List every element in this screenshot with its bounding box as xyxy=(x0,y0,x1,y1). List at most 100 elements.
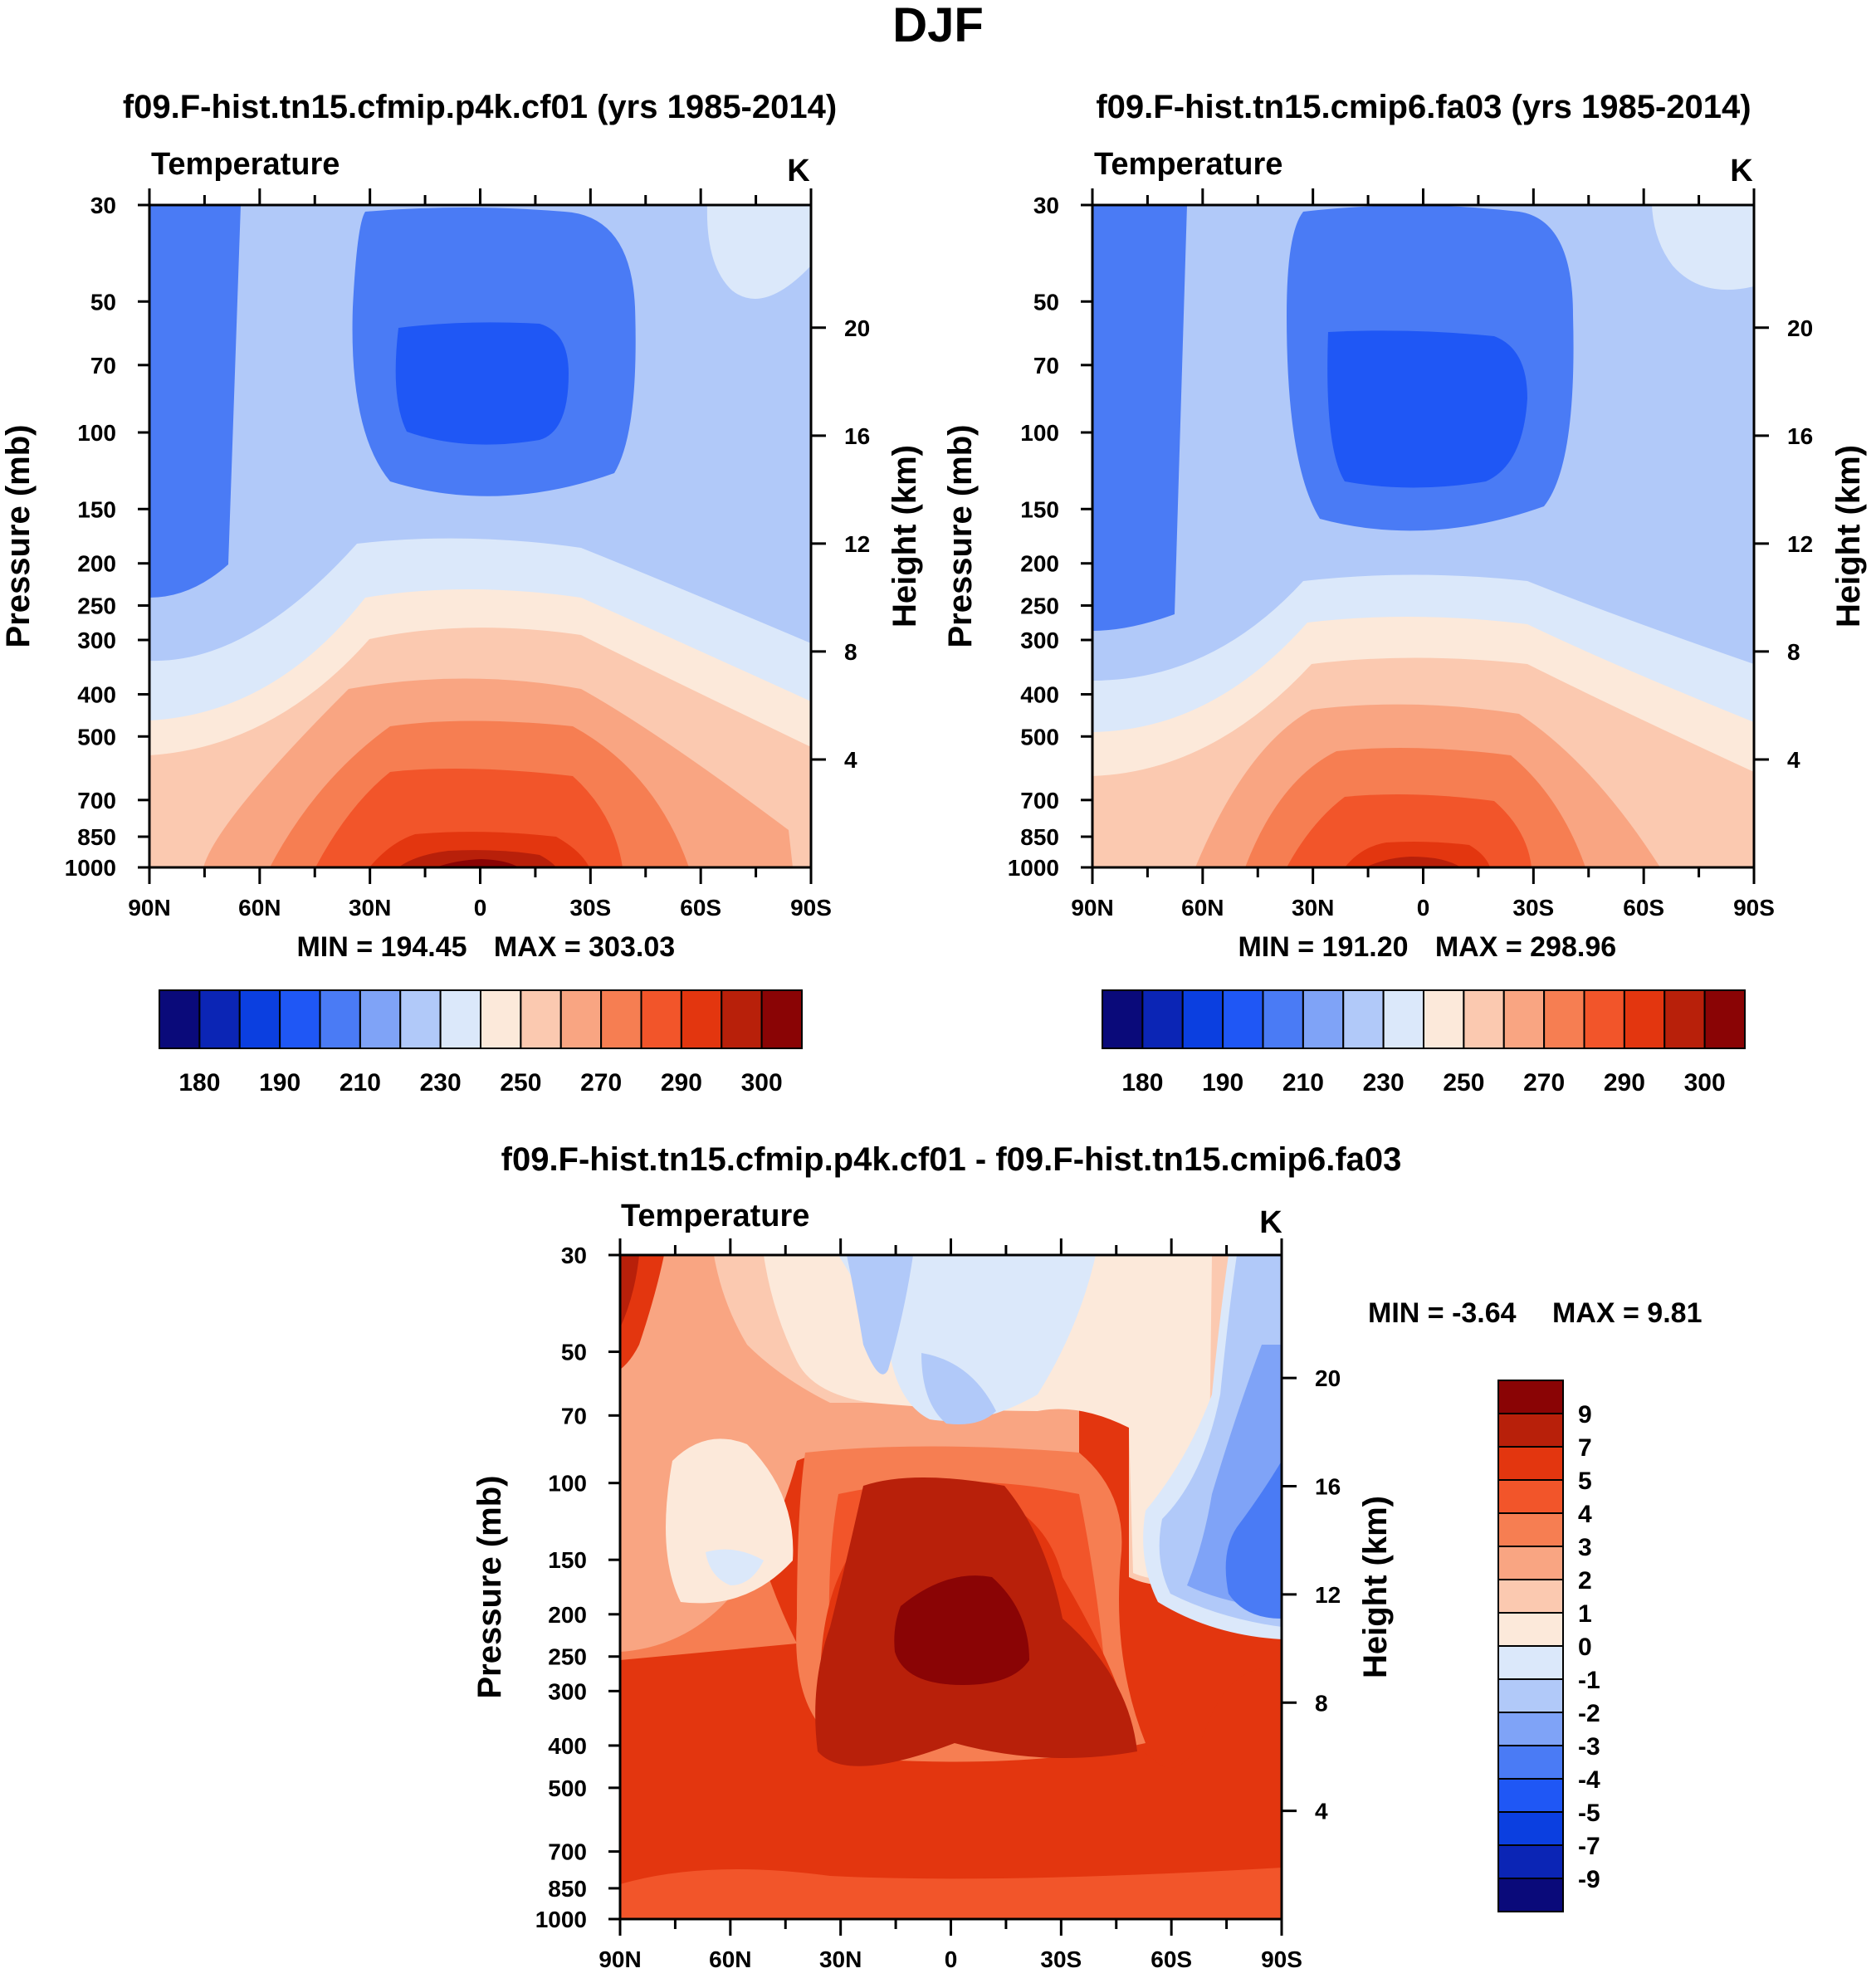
colorbar-box xyxy=(1423,989,1465,1049)
colorbar-box xyxy=(1703,989,1746,1049)
colorbar-box xyxy=(1543,989,1585,1049)
band-neg2-neg1-lobe1 xyxy=(847,1255,913,1375)
contour-field xyxy=(620,1255,1282,1919)
colorbar-label: 180 xyxy=(178,1069,220,1096)
figure-title: DJF xyxy=(892,0,984,52)
y-tick-label: 1000 xyxy=(535,1907,587,1932)
x-tick-label: 60S xyxy=(680,895,721,921)
colorbar-label: 250 xyxy=(1443,1069,1484,1096)
colorbar: 180 190 210 230 250 270 290 300 xyxy=(1102,989,1746,1096)
band-7-9-np xyxy=(620,1255,639,1328)
band-190-200-np xyxy=(1092,205,1187,631)
colorbar-label: 4 xyxy=(1578,1501,1592,1528)
x-tick-label: 60S xyxy=(1151,1946,1192,1972)
y-axis-label: Pressure (mb) xyxy=(0,425,37,648)
max-label: MAX = 303.03 xyxy=(494,931,675,963)
contour-field xyxy=(1092,205,1754,867)
y-tick-label: 70 xyxy=(561,1403,587,1429)
height-tick-label: 20 xyxy=(844,315,870,341)
y-tick-label: 700 xyxy=(1020,788,1059,813)
colorbar-box xyxy=(319,989,361,1049)
y-tick-label: 400 xyxy=(548,1733,587,1759)
y-tick-label: 1000 xyxy=(65,855,116,881)
height-tick-label: 4 xyxy=(844,747,857,773)
colorbar-label: 230 xyxy=(1363,1069,1405,1096)
y-tick-label: 500 xyxy=(548,1775,587,1801)
y-tick-label: 100 xyxy=(548,1471,587,1497)
colorbar-label: 3 xyxy=(1578,1534,1592,1561)
height-tick-label: 4 xyxy=(1787,747,1800,773)
height-tick-label: 12 xyxy=(844,531,870,557)
colorbar-box xyxy=(1497,1778,1564,1813)
colorbar-label: 2 xyxy=(1578,1567,1592,1595)
y-tick-label: 150 xyxy=(548,1547,587,1573)
colorbar-box xyxy=(1382,989,1424,1049)
y-tick-label: 1000 xyxy=(1008,855,1059,881)
colorbar-label: -1 xyxy=(1578,1667,1600,1694)
units-label: K xyxy=(1259,1205,1282,1240)
colorbar-box xyxy=(1497,1878,1564,1912)
y-tick-label: 150 xyxy=(1020,496,1059,522)
colorbar-label: 230 xyxy=(420,1069,462,1096)
colorbar-label: 270 xyxy=(580,1069,622,1096)
colorbar-box xyxy=(1181,989,1224,1049)
y-tick-label: 70 xyxy=(1033,353,1059,379)
band-neg2-neg1-lobe2 xyxy=(921,1353,996,1424)
x-tick-label: 0 xyxy=(945,1946,958,1972)
y-tick-label: 200 xyxy=(1020,551,1059,577)
contour-field xyxy=(149,205,811,867)
x-tick-label: 30N xyxy=(819,1946,862,1972)
colorbar-box xyxy=(359,989,402,1049)
colorbar-box xyxy=(1497,1844,1564,1879)
colorbar-box xyxy=(760,989,803,1049)
colorbar-box xyxy=(721,989,763,1049)
colorbar-box xyxy=(1497,1811,1564,1846)
panel-title: f09.F-hist.tn15.cfmip.p4k.cf01 (yrs 1985… xyxy=(123,89,837,125)
colorbar-box xyxy=(1497,1645,1564,1680)
colorbar-box xyxy=(1497,1579,1564,1614)
variable-label: Temperature xyxy=(151,147,340,182)
band-gt-9 xyxy=(894,1575,1029,1685)
x-tick-label: 60N xyxy=(709,1946,751,1972)
colorbar-box xyxy=(238,989,281,1049)
x-tick-label: 30N xyxy=(349,895,391,921)
max-label: MAX = 9.81 xyxy=(1552,1297,1702,1329)
band-neg4-neg3-sp xyxy=(1225,1461,1282,1619)
colorbar-box xyxy=(1583,989,1625,1049)
y-tick-label: 400 xyxy=(1020,681,1059,707)
min-label: MIN = 191.20 xyxy=(1238,931,1408,963)
colorbar-box xyxy=(1497,1612,1564,1647)
colorbar-box xyxy=(198,989,241,1049)
band-max xyxy=(1365,857,1461,867)
y-tick-label: 30 xyxy=(561,1243,587,1268)
height-tick-label: 12 xyxy=(1315,1582,1341,1608)
colorbar-box xyxy=(1497,1712,1564,1746)
colorbar-box xyxy=(439,989,481,1049)
y-tick-label: 500 xyxy=(77,724,116,750)
x-tick-label: 60N xyxy=(238,895,281,921)
colorbar-box xyxy=(1102,989,1144,1049)
colorbar-box xyxy=(1497,1413,1564,1448)
colorbar-label: 7 xyxy=(1578,1434,1592,1462)
y-tick-label: 250 xyxy=(548,1644,587,1670)
colorbar-box xyxy=(1262,989,1304,1049)
colorbar-box xyxy=(1497,1745,1564,1780)
colorbar-label: 300 xyxy=(1684,1069,1726,1096)
y-tick-label: 100 xyxy=(77,420,116,446)
height-tick-label: 20 xyxy=(1315,1365,1341,1391)
y-axis-label-right: Height (km) xyxy=(887,445,923,628)
axis-ticks: 30 50 70 100 150 200 250 300 400 500 700 850 1000 20 1… xyxy=(1008,188,1813,921)
y-tick-label: 200 xyxy=(77,551,116,577)
colorbar-box xyxy=(1497,1512,1564,1547)
min-label: MIN = 194.45 xyxy=(296,931,467,963)
x-tick-label: 30S xyxy=(1512,895,1554,921)
colorbar-label: -5 xyxy=(1578,1800,1600,1827)
x-tick-label: 0 xyxy=(474,895,487,921)
panel-difference: f09.F-hist.tn15.cfmip.p4k.cf01 - f09.F-h… xyxy=(471,1141,1702,1972)
min-label: MIN = -3.64 xyxy=(1368,1297,1517,1329)
colorbar-label: 1 xyxy=(1578,1600,1592,1628)
x-tick-label: 30S xyxy=(569,895,611,921)
panel-title: f09.F-hist.tn15.cmip6.fa03 (yrs 1985-201… xyxy=(1096,89,1751,125)
panel-title: f09.F-hist.tn15.cfmip.p4k.cf01 - f09.F-h… xyxy=(501,1141,1402,1178)
